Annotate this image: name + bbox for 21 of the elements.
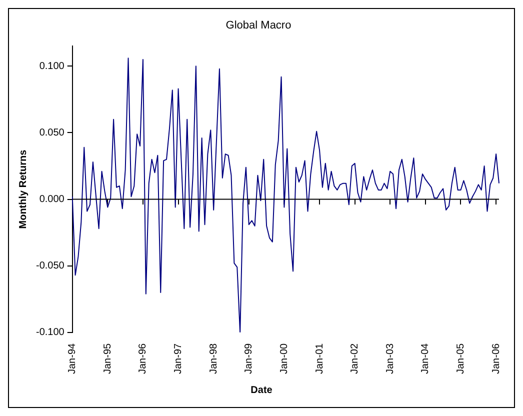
y-tick-label: -0.050 <box>36 260 65 272</box>
x-tick-label: Jan-00 <box>278 342 290 374</box>
x-tick-label: Jan-01 <box>314 342 326 374</box>
x-tick-label: Jan-05 <box>456 342 466 374</box>
y-tick-label: 0.050 <box>39 127 65 138</box>
x-tick-label: Jan-99 <box>244 342 255 374</box>
x-tick-label: Jan-94 <box>67 342 78 374</box>
x-tick-label: Jan-02 <box>350 342 361 374</box>
x-tick-label: Jan-96 <box>138 342 149 374</box>
x-tick-label: Jan-06 <box>490 342 502 374</box>
chart-title: Global Macro <box>226 20 292 32</box>
x-axis-title: Date <box>250 385 274 396</box>
y-tick-label: 0.100 <box>39 60 65 72</box>
x-tick-label: Jan-98 <box>208 342 220 374</box>
x-tick-label: Jan-03 <box>384 342 396 374</box>
y-axis-title: Monthly Returns <box>18 149 29 229</box>
y-tick-label: -0.100 <box>36 327 65 338</box>
x-tick-label: Jan-97 <box>173 342 184 374</box>
y-tick-label: 0.000 <box>39 194 65 206</box>
x-tick-label: Jan-95 <box>102 342 114 374</box>
x-tick-label: Jan-04 <box>420 342 432 374</box>
